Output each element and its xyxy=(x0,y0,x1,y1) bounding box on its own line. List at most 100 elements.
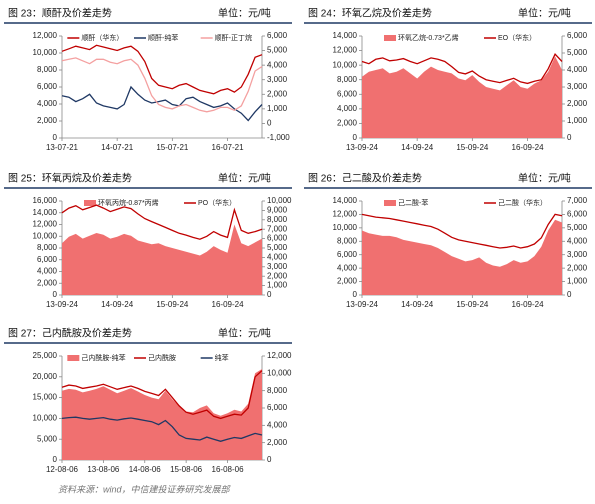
x-tick-label: 14-09-24 xyxy=(401,143,434,152)
legend-label: PO（华东） xyxy=(198,198,236,207)
y2-tick-label: 5,000 xyxy=(567,223,588,232)
y-tick-label: 8,000 xyxy=(37,243,58,252)
x-tick-label: 13-09-24 xyxy=(346,143,379,152)
y-tick-label: 6,000 xyxy=(337,89,358,98)
y-tick-label: 10,000 xyxy=(33,414,58,423)
legend-label: 己内酰胺 xyxy=(148,353,176,362)
y-tick-label: 5,000 xyxy=(37,434,58,443)
y-tick-label: 4,000 xyxy=(37,99,58,108)
y-tick-label: 6,000 xyxy=(37,82,58,91)
x-tick-label: 15-09-24 xyxy=(456,300,489,309)
unit-label: 单位：元/吨 xyxy=(218,7,271,20)
source-note: 资料来源：wind，中信建投证券研究发展部 xyxy=(58,484,232,494)
y2-tick-label: 10,000 xyxy=(267,196,292,205)
y-tick-label: 0 xyxy=(353,290,358,299)
legend-swatch xyxy=(67,355,80,361)
y2-tick-label: -1,000 xyxy=(267,133,290,142)
area-series xyxy=(362,219,562,295)
y2-tick-label: 2,000 xyxy=(267,271,288,280)
y-tick-label: 4,000 xyxy=(337,104,358,113)
y-tick-label: 0 xyxy=(53,133,58,142)
y-tick-label: 12,000 xyxy=(333,210,358,219)
line-series xyxy=(61,204,263,240)
y2-tick-label: 1,000 xyxy=(267,281,288,290)
y2-tick-label: 4,000 xyxy=(267,60,288,69)
line-series xyxy=(361,53,563,85)
line-series xyxy=(361,213,563,249)
x-tick-label: 14-09-24 xyxy=(101,300,134,309)
legend-label: 顺酐（华东） xyxy=(81,33,123,42)
legend-label: 己内酰胺-纯苯 xyxy=(81,353,125,362)
y2-tick-label: 6,000 xyxy=(267,31,288,40)
area-series xyxy=(362,56,562,138)
line-series xyxy=(61,57,263,113)
y2-tick-label: 2,000 xyxy=(267,89,288,98)
unit-label: 单位：元/吨 xyxy=(518,172,571,185)
chart-title: 图 25：环氧丙烷及价差走势 xyxy=(8,172,132,185)
line-series xyxy=(61,416,263,442)
legend-label: 环氧乙烷-0.73*乙烯 xyxy=(398,33,459,42)
x-tick-label: 14-09-24 xyxy=(401,300,434,309)
x-tick-label: 14-07-21 xyxy=(101,143,134,152)
legend-label: 纯苯 xyxy=(215,353,229,362)
y-tick-label: 15,000 xyxy=(33,393,58,402)
y2-tick-label: 4,000 xyxy=(267,253,288,262)
y-tick-label: 10,000 xyxy=(333,60,358,69)
y2-tick-label: 6,000 xyxy=(267,403,288,412)
x-tick-label: 13-08-06 xyxy=(87,465,120,474)
x-tick-label: 15-07-21 xyxy=(156,143,189,152)
y2-tick-label: 7,000 xyxy=(567,196,588,205)
y2-tick-label: 5,000 xyxy=(567,48,588,57)
y-tick-label: 16,000 xyxy=(33,196,58,205)
x-tick-label: 16-08-06 xyxy=(212,465,245,474)
y2-tick-label: 3,000 xyxy=(267,262,288,271)
area-series xyxy=(62,224,262,295)
y-tick-label: 20,000 xyxy=(33,372,58,381)
y2-tick-label: 0 xyxy=(267,290,272,299)
y-tick-label: 4,000 xyxy=(337,263,358,272)
y2-tick-label: 6,000 xyxy=(267,234,288,243)
legend-label: 己二酸-苯 xyxy=(398,198,428,207)
x-tick-label: 14-08-06 xyxy=(129,465,162,474)
y-tick-label: 14,000 xyxy=(33,208,58,217)
y2-tick-label: 3,000 xyxy=(267,75,288,84)
y-tick-label: 8,000 xyxy=(37,65,58,74)
y-tick-label: 25,000 xyxy=(33,351,58,360)
x-tick-label: 16-07-21 xyxy=(212,143,245,152)
y-tick-label: 10,000 xyxy=(33,231,58,240)
y2-tick-label: 5,000 xyxy=(267,243,288,252)
y-tick-label: 0 xyxy=(53,455,58,464)
y-tick-label: 10,000 xyxy=(333,223,358,232)
y-tick-label: 6,000 xyxy=(37,255,58,264)
legend-label: 环氧丙烷-0.87*丙烯 xyxy=(98,198,159,207)
y2-tick-label: 3,000 xyxy=(567,82,588,91)
unit-label: 单位：元/吨 xyxy=(218,327,271,340)
y-tick-label: 2,000 xyxy=(337,277,358,286)
x-tick-label: 15-09-24 xyxy=(156,300,189,309)
area-series xyxy=(62,369,262,460)
y2-tick-label: 0 xyxy=(267,455,272,464)
y-tick-label: 12,000 xyxy=(333,46,358,55)
legend-label: 顺酐-纯苯 xyxy=(148,33,178,42)
y-tick-label: 0 xyxy=(53,290,58,299)
x-tick-label: 13-07-21 xyxy=(46,143,79,152)
y2-tick-label: 8,000 xyxy=(267,386,288,395)
y2-tick-label: 4,000 xyxy=(267,420,288,429)
chart-title: 图 27：己内酰胺及价差走势 xyxy=(8,327,132,340)
y-tick-label: 10,000 xyxy=(33,48,58,57)
y-tick-label: 14,000 xyxy=(333,31,358,40)
y-tick-label: 14,000 xyxy=(333,196,358,205)
y-tick-label: 6,000 xyxy=(337,250,358,259)
x-tick-label: 16-09-24 xyxy=(512,300,545,309)
y-tick-label: 4,000 xyxy=(37,267,58,276)
line-series xyxy=(61,370,263,420)
y2-tick-label: 1,000 xyxy=(567,277,588,286)
line-series xyxy=(61,44,263,95)
y2-tick-label: 8,000 xyxy=(267,215,288,224)
x-tick-label: 16-09-24 xyxy=(512,143,545,152)
y2-tick-label: 1,000 xyxy=(267,104,288,113)
x-tick-label: 12-08-06 xyxy=(46,465,79,474)
legend-swatch xyxy=(384,200,396,206)
